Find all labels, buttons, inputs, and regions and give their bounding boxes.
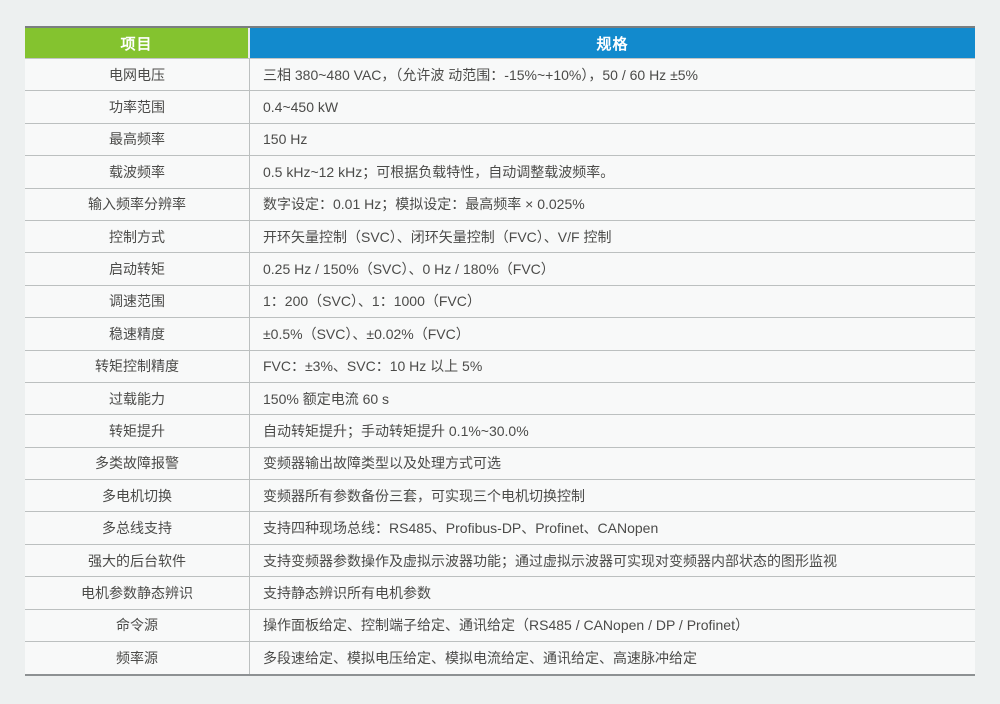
item-cell: 电网电压: [25, 59, 250, 91]
item-cell: 过载能力: [25, 382, 250, 415]
item-cell: 最高频率: [25, 123, 250, 156]
table-row: 电网电压 三相 380~480 VAC，（允许波 动范围：-15%~+10%），5…: [25, 59, 975, 92]
table-row: 稳速精度 ±0.5%（SVC）、±0.02%（FVC）: [25, 318, 975, 351]
spec-table: 项目 规格 电网电压 三相 380~480 VAC，（允许波 动范围：-15%~+…: [25, 26, 975, 677]
spec-cell: ±0.5%（SVC）、±0.02%（FVC）: [263, 325, 470, 342]
item-cell: 电机参数静态辨识: [25, 577, 250, 609]
table-row: 载波频率 0.5 kHz~12 kHz；可根据负载特性，自动调整载波频率。: [25, 156, 975, 189]
table-row: 调速范围 1：200（SVC）、1：1000（FVC）: [25, 285, 975, 319]
spec-cell: 支持四种现场总线：RS485、Profibus-DP、Profinet、CANo…: [263, 520, 659, 537]
table-row: 多类故障报警 变频器输出故障类型以及处理方式可选: [25, 447, 975, 481]
spec-cell: 变频器所有参数备份三套，可实现三个电机切换控制: [263, 487, 585, 504]
spec-cell: 150 Hz: [263, 131, 308, 148]
spec-cell: 自动转矩提升；手动转矩提升 0.1%~30.0%: [263, 422, 529, 439]
table-row: 转矩控制精度 FVC：±3%、SVC：10 Hz 以上 5%: [25, 350, 975, 383]
item-cell: 功率范围: [25, 91, 250, 123]
table-row: 电机参数静态辨识 支持静态辨识所有电机参数: [25, 577, 975, 610]
item-cell: 控制方式: [25, 220, 250, 253]
table-row: 控制方式 开环矢量控制（SVC）、闭环矢量控制（FVC）、V/F 控制: [25, 220, 975, 254]
item-cell: 载波频率: [25, 156, 250, 188]
spec-cell: 0.4~450 kW: [263, 99, 339, 116]
spec-cell: 1：200（SVC）、1：1000（FVC）: [263, 293, 481, 310]
table-row: 功率范围 0.4~450 kW: [25, 91, 975, 124]
spec-cell: 支持变频器参数操作及虚拟示波器功能；通过虚拟示波器可实现对变频器内部状态的图形监…: [263, 552, 837, 569]
spec-cell: 0.5 kHz~12 kHz；可根据负载特性，自动调整载波频率。: [263, 163, 615, 180]
spec-cell: 支持静态辨识所有电机参数: [263, 584, 431, 601]
table-row: 多电机切换 变频器所有参数备份三套，可实现三个电机切换控制: [25, 480, 975, 513]
item-cell: 频率源: [25, 642, 250, 675]
item-cell: 转矩控制精度: [25, 350, 250, 382]
spec-cell: 数字设定：0.01 Hz；模拟设定：最高频率 × 0.025%: [263, 196, 585, 213]
header-spec-label: 规格: [596, 35, 629, 53]
item-cell: 多电机切换: [25, 480, 250, 512]
header-item-label: 项目: [120, 35, 153, 53]
spec-cell: 多段速给定、模拟电压给定、模拟电流给定、通讯给定、高速脉冲给定: [263, 650, 697, 667]
spec-cell: FVC：±3%、SVC：10 Hz 以上 5%: [263, 358, 483, 375]
item-cell: 稳速精度: [25, 318, 250, 350]
table-row: 输入频率分辨率 数字设定：0.01 Hz；模拟设定：最高频率 × 0.025%: [25, 188, 975, 221]
item-cell: 转矩提升: [25, 415, 250, 447]
item-cell: 启动转矩: [25, 253, 250, 285]
spec-cell: 150% 额定电流 60 s: [263, 390, 390, 407]
table-row: 命令源 操作面板给定、控制端子给定、通讯给定（RS485 / CANopen / …: [25, 609, 975, 643]
table-row: 强大的后台软件 支持变频器参数操作及虚拟示波器功能；通过虚拟示波器可实现对变频器内…: [25, 544, 975, 578]
spec-cell: 三相 380~480 VAC，（允许波 动范围：-15%~+10%），50 / …: [263, 66, 698, 83]
header-item-cell: 项目: [25, 28, 250, 58]
spec-cell: 开环矢量控制（SVC）、闭环矢量控制（FVC）、V/F 控制: [263, 228, 612, 245]
item-cell: 输入频率分辨率: [25, 188, 250, 220]
spec-cell: 变频器输出故障类型以及处理方式可选: [263, 455, 501, 472]
table-row: 过载能力 150% 额定电流 60 s: [25, 382, 975, 416]
table-row: 最高频率 150 Hz: [25, 123, 975, 157]
table-row: 转矩提升 自动转矩提升；手动转矩提升 0.1%~30.0%: [25, 415, 975, 448]
item-cell: 强大的后台软件: [25, 544, 250, 577]
spec-cell: 0.25 Hz / 150%（SVC）、0 Hz / 180%（FVC）: [263, 261, 555, 278]
table-row: 多总线支持 支持四种现场总线：RS485、Profibus-DP、Profinet…: [25, 512, 975, 545]
spec-cell: 操作面板给定、控制端子给定、通讯给定（RS485 / CANopen / DP …: [263, 617, 749, 634]
item-cell: 多总线支持: [25, 512, 250, 544]
table-row: 频率源 多段速给定、模拟电压给定、模拟电流给定、通讯给定、高速脉冲给定: [25, 642, 975, 675]
item-cell: 多类故障报警: [25, 447, 250, 480]
table-body: 电网电压 三相 380~480 VAC，（允许波 动范围：-15%~+10%），5…: [25, 59, 975, 675]
item-cell: 调速范围: [25, 285, 250, 318]
table-row: 启动转矩 0.25 Hz / 150%（SVC）、0 Hz / 180%（FVC）: [25, 253, 975, 286]
header-spec-cell: 规格: [250, 28, 975, 58]
item-cell: 命令源: [25, 609, 250, 642]
table-header-row: 项目 规格: [25, 28, 975, 59]
